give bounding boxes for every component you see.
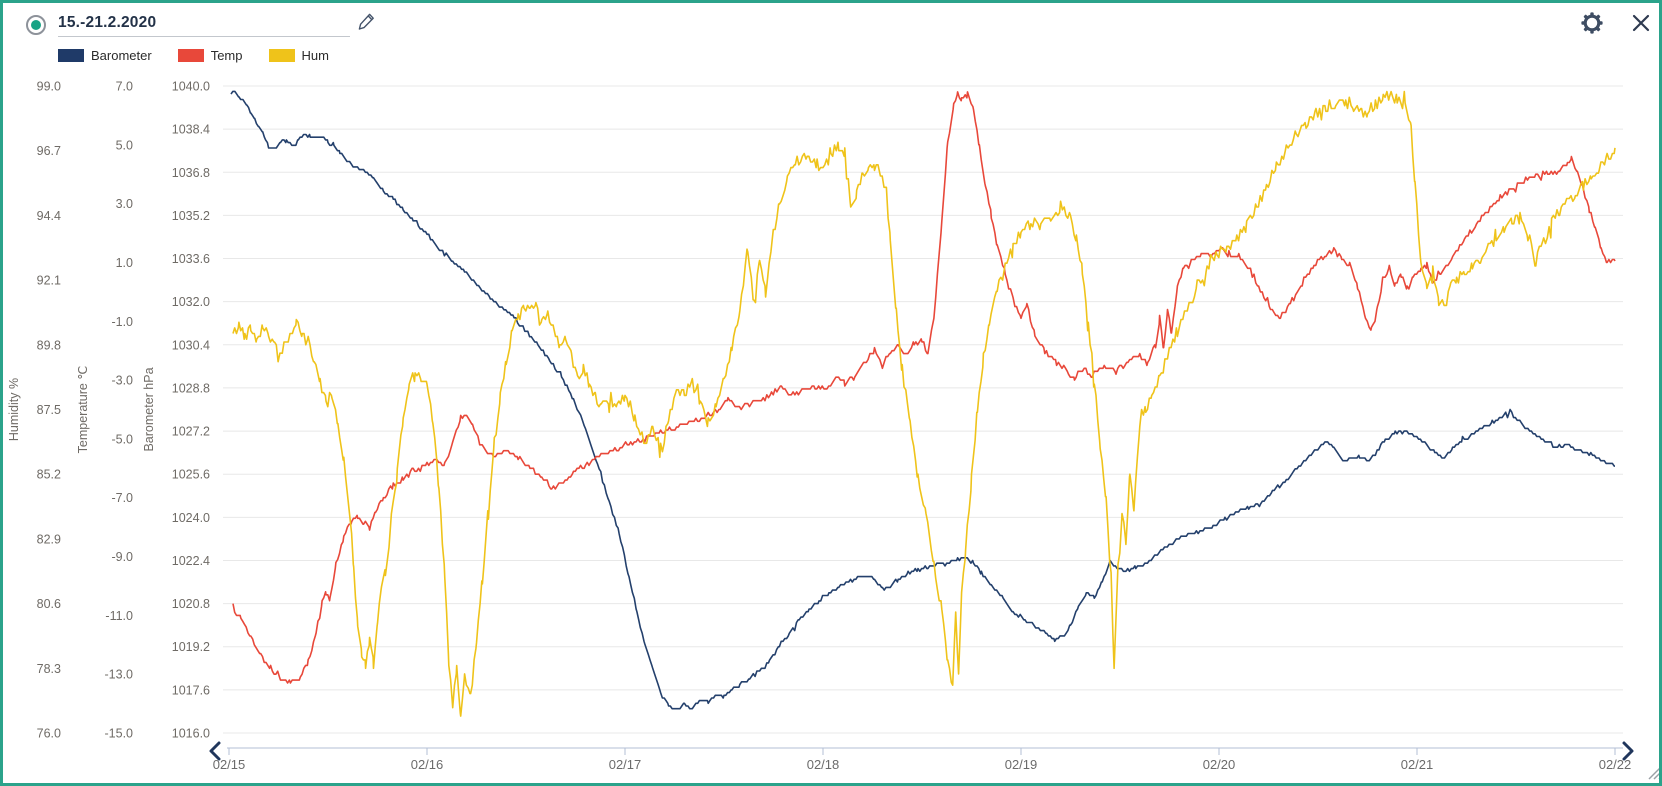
chart-legend: Barometer Temp Hum (58, 48, 329, 63)
y-axis-title: Temperature ℃ (76, 366, 90, 454)
y-axis-temperature: 7.0 5.0 3.0 1.0 -1.0 -3.0 -5.0 -7.0 -9.0 -11.0 -13… (76, 80, 133, 741)
x-tick-label: 02/17 (609, 757, 642, 772)
y-tick-label: 1033.6 (172, 252, 210, 266)
y-tick-label: 1017.6 (172, 683, 210, 697)
y-tick-label: -13.0 (105, 668, 134, 682)
y-tick-label: -7.0 (111, 491, 133, 505)
gear-icon (1581, 12, 1603, 34)
legend-label: Barometer (91, 48, 152, 63)
title-underline (58, 36, 350, 37)
y-tick-label: 87.5 (37, 403, 61, 417)
series-line-temp (232, 91, 1616, 684)
y-tick-label: 78.3 (37, 662, 61, 676)
y-tick-label: 1022.4 (172, 554, 210, 568)
y-tick-label: 1019.2 (172, 640, 210, 654)
x-tick-label: 02/20 (1203, 757, 1236, 772)
pencil-icon (358, 13, 374, 30)
y-tick-label: 3.0 (116, 197, 133, 211)
legend-item-barometer[interactable]: Barometer (58, 48, 152, 63)
x-tick-label: 02/19 (1005, 757, 1038, 772)
y-tick-label: 1.0 (116, 256, 133, 270)
y-tick-label: 1020.8 (172, 597, 210, 611)
legend-swatch (268, 49, 295, 62)
legend-item-temp[interactable]: Temp (177, 48, 243, 63)
series-line-hum (232, 90, 1616, 717)
chart-plot[interactable]: 99.0 96.7 94.4 92.1 89.8 87.5 85.2 82.9 80.6 78.3… (3, 3, 1662, 786)
y-tick-label: 1027.2 (172, 425, 210, 439)
legend-label: Temp (210, 48, 243, 63)
y-tick-label: 94.4 (37, 209, 61, 223)
y-axis-title: Barometer hPa (142, 367, 156, 451)
next-period-button[interactable] (1622, 741, 1634, 761)
resize-grip-icon[interactable] (1648, 767, 1661, 780)
x-tick-label: 02/22 (1599, 757, 1632, 772)
period-title-field[interactable]: 15.-21.2.2020 (58, 14, 157, 31)
x-axis: 02/15 02/16 02/17 02/18 02/19 02/20 02/21 02/22 (213, 747, 1632, 772)
legend-swatch (58, 49, 84, 62)
close-x-icon (1632, 14, 1650, 32)
y-tick-label: 1016.0 (172, 727, 210, 741)
y-tick-label: 92.1 (37, 274, 61, 288)
y-tick-label: 5.0 (116, 138, 133, 152)
y-tick-label: -1.0 (111, 315, 133, 329)
y-tick-label: 1032.0 (172, 295, 210, 309)
y-tick-label: 85.2 (37, 468, 61, 482)
y-tick-label: 1025.6 (172, 468, 210, 482)
y-axis-title: Humidity % (7, 378, 21, 441)
y-tick-label: -9.0 (111, 550, 133, 564)
y-tick-label: 80.6 (37, 597, 61, 611)
close-button[interactable] (1629, 11, 1653, 35)
legend-label: Hum (301, 48, 329, 63)
y-tick-label: 89.8 (37, 338, 61, 352)
active-dot-icon (24, 13, 48, 42)
x-tick-label: 02/18 (807, 757, 840, 772)
y-tick-label: 1040.0 (172, 80, 210, 94)
y-tick-label: -11.0 (105, 609, 133, 623)
y-tick-label: 1028.8 (172, 381, 210, 395)
prev-period-button[interactable] (209, 741, 221, 761)
y-tick-label: 76.0 (37, 727, 61, 741)
y-tick-label: 7.0 (116, 80, 133, 94)
settings-button[interactable] (1579, 10, 1605, 36)
y-tick-label: 82.9 (37, 532, 61, 546)
x-tick-label: 02/21 (1401, 757, 1434, 772)
y-tick-label: -15.0 (105, 727, 134, 741)
edit-title-button[interactable] (355, 11, 377, 33)
y-axis-humidity: 99.0 96.7 94.4 92.1 89.8 87.5 85.2 82.9 80.6 78.3… (7, 80, 61, 741)
y-tick-label: 1024.0 (172, 511, 210, 525)
y-tick-label: 1038.4 (172, 123, 210, 137)
gridlines (223, 85, 1623, 734)
y-tick-label: 1030.4 (172, 338, 210, 352)
legend-swatch (177, 49, 204, 62)
series-line-barometer (230, 90, 1615, 710)
y-tick-label: -3.0 (111, 374, 133, 388)
x-tick-label: 02/16 (411, 757, 444, 772)
y-tick-label: 1036.8 (172, 166, 210, 180)
x-tick-label: 02/15 (213, 757, 246, 772)
y-axis-barometer: 1040.0 1038.4 1036.8 1035.2 1033.6 1032.0 1030… (142, 80, 210, 741)
y-tick-label: 96.7 (37, 144, 61, 158)
legend-item-hum[interactable]: Hum (268, 48, 329, 63)
y-tick-label: 1035.2 (172, 209, 210, 223)
y-tick-label: -5.0 (111, 432, 133, 446)
y-tick-label: 99.0 (37, 80, 61, 94)
